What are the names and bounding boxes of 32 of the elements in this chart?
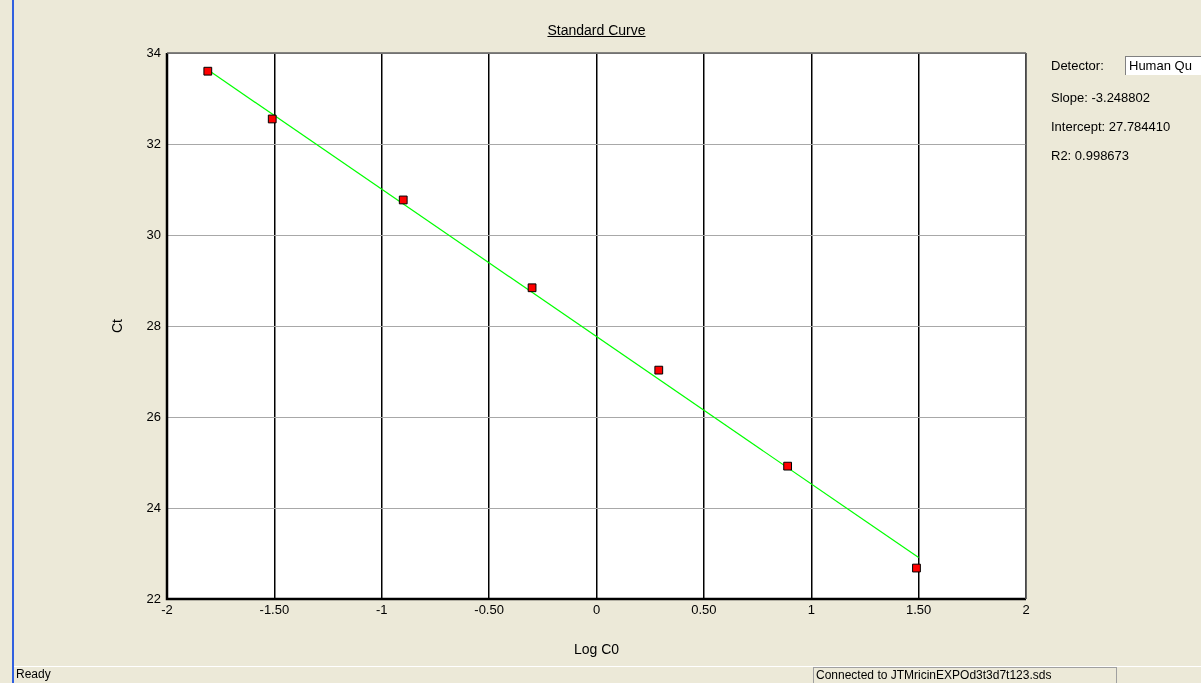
point: [527, 283, 537, 293]
y-tick-label: 28: [146, 317, 161, 333]
text: Connected to JTMricinEXPOd3t3d7t123.sds: [813, 667, 1117, 683]
x-tick-label: 1: [807, 602, 815, 618]
y-tick-label: 24: [146, 499, 161, 515]
x-tick-label: -1.50: [259, 602, 290, 618]
y-axis-title: Ct: [109, 318, 126, 333]
x-tick-label: -0.50: [474, 602, 504, 618]
point: [654, 365, 664, 375]
x-axis-title: Log C0: [573, 641, 620, 658]
x-tick-label: 0: [592, 602, 601, 618]
point: [267, 114, 277, 124]
x-tick-label: 2: [1022, 602, 1030, 618]
point: [783, 461, 793, 471]
text: Slope: -3.248802: [1051, 90, 1151, 105]
point: [203, 66, 213, 76]
text: R2: 0.998673: [1051, 148, 1130, 163]
y-tick-label: 22: [146, 590, 161, 606]
point: [398, 195, 408, 205]
text: Detector:: [1051, 58, 1104, 73]
text: Intercept: 27.784410: [1051, 119, 1171, 134]
x-tick-label: 1.50: [905, 602, 932, 618]
y-tick-label: 32: [146, 135, 161, 151]
point: [912, 563, 921, 573]
x-tick-label: -2: [161, 602, 173, 618]
y-tick-label: 30: [146, 226, 161, 242]
y-tick-label: 34: [146, 44, 161, 60]
text: Ready: [16, 667, 51, 681]
y-tick-label: 26: [146, 408, 161, 424]
chart-title: Standard Curve: [546, 22, 647, 38]
x-tick-label: -1: [375, 602, 388, 618]
x-tick-label: 0.50: [691, 602, 717, 618]
